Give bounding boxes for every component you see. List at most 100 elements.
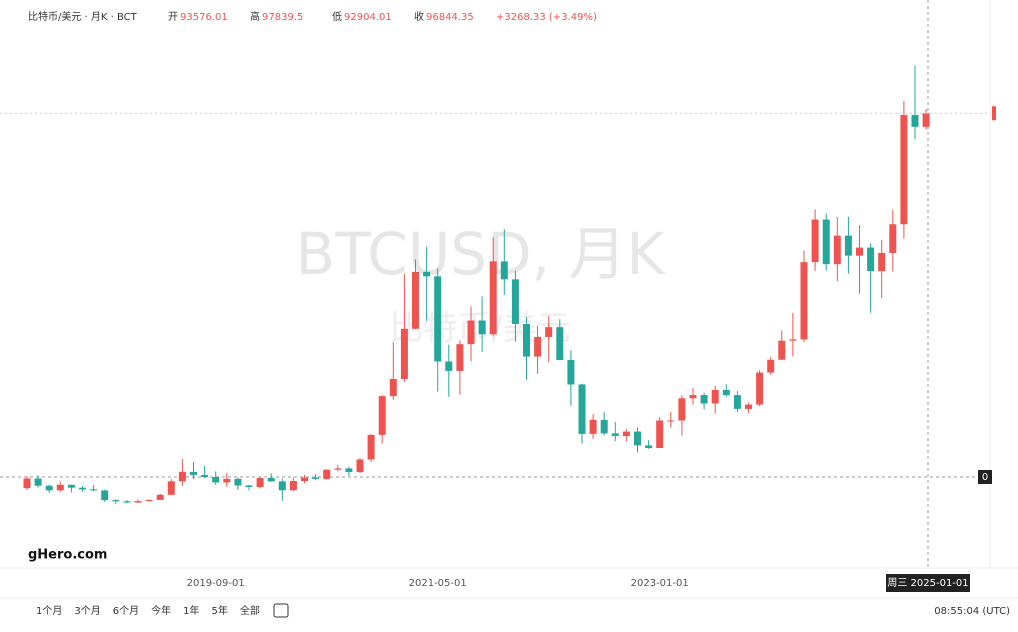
candle-body [745,404,752,409]
legend-label: 低 [332,10,342,23]
candle-body [545,327,553,337]
legend-value: 97839.5 [262,12,303,23]
candle-body [212,476,220,483]
candle-body [622,431,630,436]
candle-body [889,224,897,253]
candle-body [278,481,286,491]
candle-body [844,235,852,256]
candle-body [23,478,31,489]
last-price-marker [992,106,996,121]
candle-body [511,279,519,324]
candle-body [156,494,164,500]
range-button[interactable]: 6个月 [113,605,139,617]
candle-body [822,219,830,265]
x-tick-label: 2019-09-01 [187,578,245,589]
candle-body [789,339,797,341]
candle-body [833,235,841,265]
candle-body [267,478,275,482]
candle-body [245,485,253,488]
candle-body [656,420,664,448]
candle-body [356,459,364,473]
watermark: BTCUSD, 月K [295,220,666,288]
range-button[interactable]: 1个月 [36,605,62,617]
candle-body [378,396,386,435]
candle-body [223,478,231,483]
candle-body [600,419,608,434]
candle-body [323,469,331,479]
candle-body [456,344,464,371]
candle-body [412,271,419,329]
candle-body [167,481,175,495]
candle-body [345,468,353,473]
candle-body [678,398,686,421]
candle-body [722,389,730,396]
candle-body [445,361,453,371]
candle-body [67,484,75,488]
crosshair-price-label: 0 [982,472,988,483]
candle-body [178,471,186,482]
candle-body [878,252,886,272]
candle-body [367,434,375,460]
range-button[interactable]: 1年 [183,604,199,617]
candle-body [500,261,508,280]
candle-body [534,336,542,357]
candle-body [312,477,320,479]
x-tick-label: 2023-01-01 [631,578,689,589]
candle-body [611,433,619,436]
legend-value: 93576.01 [180,12,228,23]
candle-body [589,419,597,434]
candle-body [90,489,98,491]
candle-body [689,395,697,399]
candle-body [922,113,930,127]
change-text: +3268.33 (+3.49%) [496,12,597,23]
range-button[interactable]: 今年 [151,604,171,617]
candle-body [134,501,142,503]
logo: gHero.com [28,548,107,563]
candle-body [79,487,86,490]
legend-label: 高 [250,10,260,23]
candle-body [112,500,120,502]
candle-body [123,501,131,503]
range-button[interactable]: 3个月 [74,605,100,617]
chart-title: 比特币/美元 · 月K · BCT [28,10,138,23]
candle-body [711,389,719,404]
crosshair-price-box [978,470,992,484]
range-button[interactable]: 5年 [212,604,228,617]
candle-body [56,484,64,491]
candle-body [34,478,42,486]
candle-body [489,261,497,335]
candle-body [478,320,486,335]
candle-body [811,219,819,263]
x-tick-label: 2021-05-01 [409,578,467,589]
candle-body [578,384,586,434]
candle-body [234,478,242,486]
candle-body [201,474,209,477]
candle-body [667,420,675,422]
candle-body [800,262,808,340]
candle-body [45,485,53,491]
candle-body [523,323,530,357]
candle-body [101,490,109,501]
candle-body [867,247,875,272]
candle-body [334,468,342,470]
candle-body [700,395,708,404]
candle-body [389,378,397,397]
crosshair-date-label: 周三 2025-01-01 [887,577,968,589]
candle-body [856,247,863,256]
crosshair-date-box [886,574,970,592]
candle-body [756,372,764,405]
date-picker-icon[interactable] [273,603,289,618]
candle-body [301,477,308,482]
candle-body [423,271,431,277]
range-button[interactable]: 全部 [240,604,260,617]
candle-body [467,320,475,345]
candle-body [556,327,564,361]
legend-value: 96844.35 [426,12,474,23]
legend-label: 收 [414,10,424,23]
legend-value: 92904.01 [344,12,392,23]
candle-body [634,431,641,446]
candle-body [733,395,741,409]
